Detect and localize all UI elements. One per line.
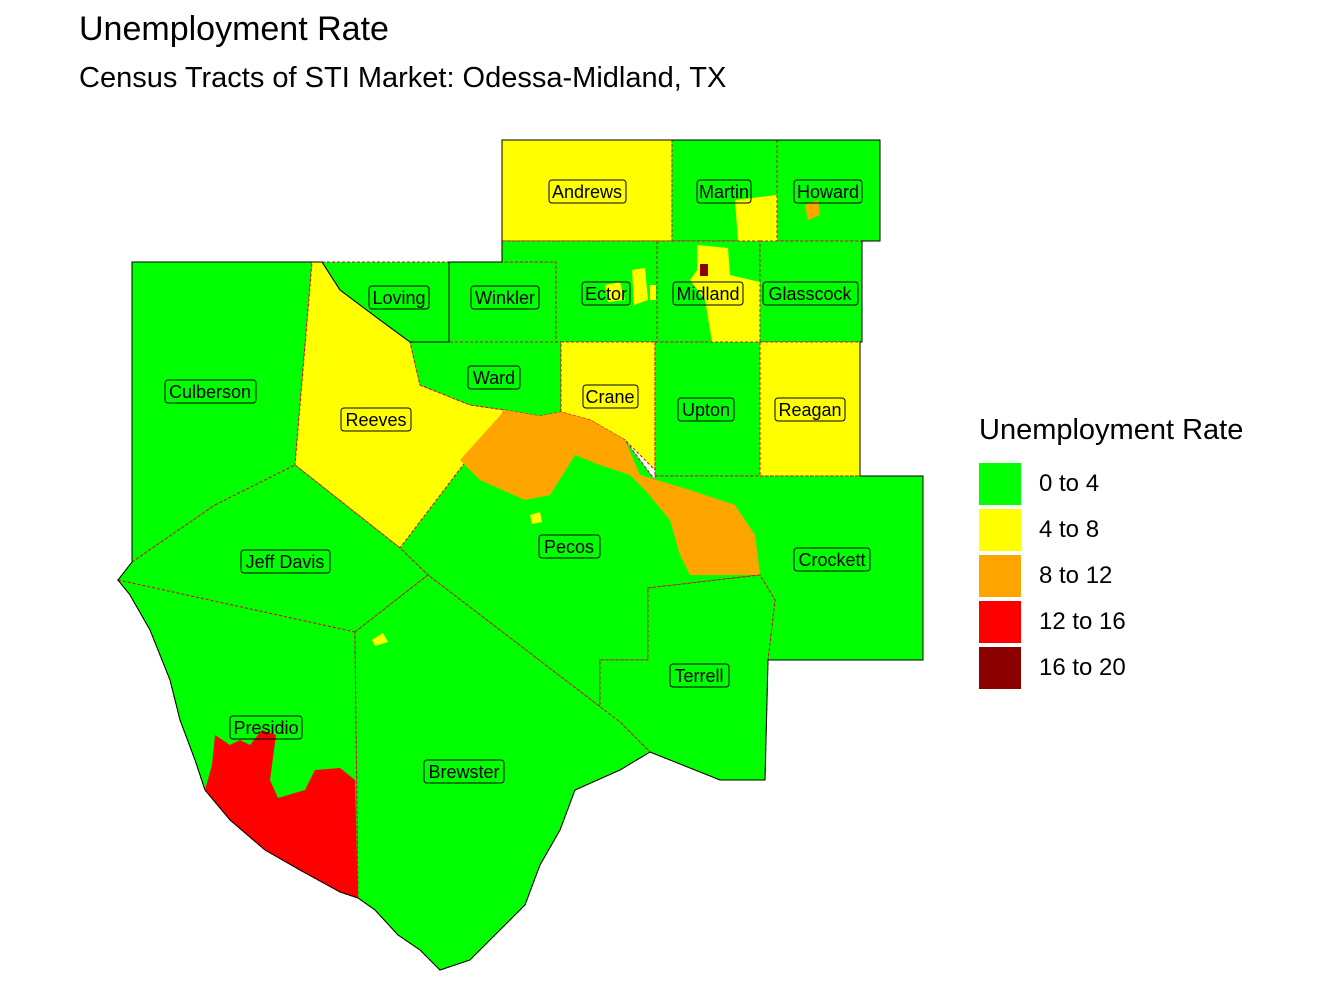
legend-swatch — [979, 647, 1021, 689]
svg-text:Pecos: Pecos — [544, 537, 594, 557]
pecos-tract-orange — [460, 410, 760, 575]
svg-text:Ward: Ward — [473, 368, 515, 388]
label-ward: Ward — [467, 365, 521, 390]
pecos-tract-yellow — [530, 512, 542, 524]
label-presidio: Presidio — [229, 715, 303, 740]
label-crockett: Crockett — [793, 547, 871, 572]
label-loving: Loving — [368, 285, 430, 310]
svg-text:Winkler: Winkler — [475, 288, 535, 308]
label-andrews: Andrews — [548, 179, 627, 204]
map-subtitle: Census Tracts of STI Market: Odessa-Midl… — [79, 62, 727, 94]
county-labels: Andrews Martin Howard Loving Winkler Ect… — [164, 179, 871, 784]
legend-label: 8 to 12 — [1039, 562, 1113, 589]
label-crane: Crane — [582, 384, 639, 409]
legend-swatch — [979, 463, 1021, 505]
label-ector: Ector — [581, 281, 631, 306]
svg-text:Howard: Howard — [797, 182, 859, 202]
county-reagan — [759, 341, 861, 477]
svg-text:Martin: Martin — [699, 182, 749, 202]
county-howard — [776, 139, 881, 242]
map-title: Unemployment Rate — [79, 10, 389, 48]
county-crane — [560, 341, 656, 472]
legend: Unemployment Rate 0 to 4 4 to 8 8 to 12 12 … — [979, 414, 1243, 691]
svg-text:Brewster: Brewster — [428, 762, 499, 782]
legend-label: 0 to 4 — [1039, 470, 1100, 497]
legend-swatch — [979, 601, 1021, 643]
ector-tract-yellow-1 — [632, 268, 648, 305]
howard-tract-orange — [805, 200, 820, 220]
legend-item: 8 to 12 — [979, 553, 1243, 599]
legend-label: 4 to 8 — [1039, 516, 1100, 543]
svg-text:Jeff Davis: Jeff Davis — [246, 552, 325, 572]
legend-label: 16 to 20 — [1039, 654, 1126, 681]
svg-text:Terrell: Terrell — [674, 666, 723, 686]
svg-text:Crane: Crane — [585, 387, 634, 407]
legend-swatch — [979, 509, 1021, 551]
svg-text:Glasscock: Glasscock — [768, 284, 852, 304]
label-jeff-davis: Jeff Davis — [240, 549, 331, 574]
ector-tract-yellow-2 — [605, 282, 625, 302]
svg-text:Andrews: Andrews — [552, 182, 622, 202]
legend-items: 0 to 4 4 to 8 8 to 12 12 to 16 16 to 20 — [979, 461, 1243, 691]
legend-item: 12 to 16 — [979, 599, 1243, 645]
martin-tract-yellow — [735, 195, 777, 241]
label-howard: Howard — [793, 179, 863, 204]
market-outline — [117, 139, 924, 971]
county-upton — [654, 341, 761, 477]
label-brewster: Brewster — [423, 759, 505, 784]
svg-text:Crockett: Crockett — [798, 550, 865, 570]
legend-swatch — [979, 555, 1021, 597]
brewster-tract-yellow — [372, 633, 388, 646]
label-culberson: Culberson — [164, 379, 257, 404]
label-reagan: Reagan — [774, 397, 846, 422]
label-glasscock: Glasscock — [762, 281, 859, 306]
legend-item: 0 to 4 — [979, 461, 1243, 507]
svg-text:Loving: Loving — [372, 288, 425, 308]
county-fills — [116, 139, 924, 971]
label-winkler: Winkler — [470, 285, 540, 310]
label-upton: Upton — [677, 397, 735, 422]
label-terrell: Terrell — [669, 663, 730, 688]
svg-text:Reeves: Reeves — [345, 410, 406, 430]
legend-item: 16 to 20 — [979, 645, 1243, 691]
presidio-tract-red — [205, 730, 358, 898]
svg-text:Upton: Upton — [682, 400, 730, 420]
label-reeves: Reeves — [340, 407, 412, 432]
svg-text:Reagan: Reagan — [778, 400, 841, 420]
label-martin: Martin — [696, 179, 752, 204]
svg-text:Presidio: Presidio — [233, 718, 298, 738]
legend-item: 4 to 8 — [979, 507, 1243, 553]
label-pecos: Pecos — [538, 534, 601, 559]
midland-tract-darkred — [700, 264, 708, 276]
svg-text:Midland: Midland — [676, 284, 739, 304]
svg-text:Culberson: Culberson — [169, 382, 251, 402]
svg-text:Ector: Ector — [585, 284, 627, 304]
label-midland: Midland — [672, 281, 744, 306]
legend-label: 12 to 16 — [1039, 608, 1126, 635]
ector-tract-yellow-3 — [650, 285, 656, 300]
legend-title: Unemployment Rate — [979, 414, 1244, 446]
